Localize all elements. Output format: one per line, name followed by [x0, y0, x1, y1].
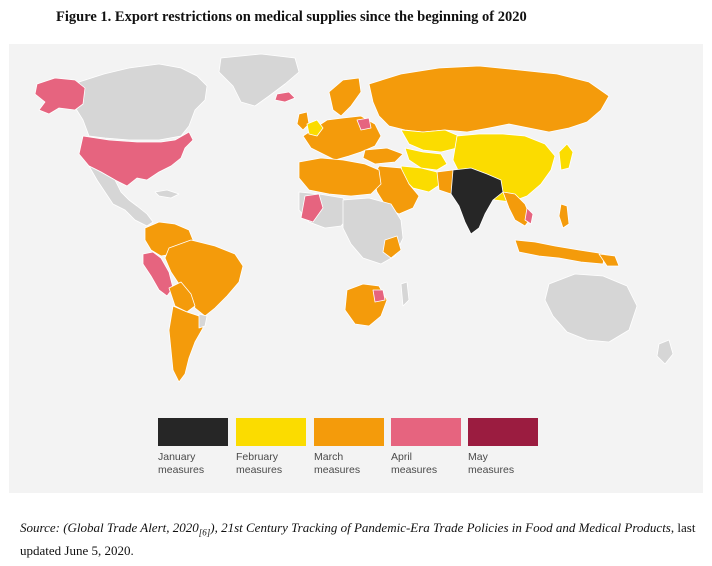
region-japan [558, 143, 574, 171]
region-zimbabwe [372, 289, 386, 303]
source-cite-a: (Global Trade Alert, 2020 [63, 520, 199, 535]
region-png [598, 253, 620, 267]
legend-item-march: March measures [314, 418, 384, 477]
region-kenya [382, 235, 402, 259]
legend-swatch-may [468, 418, 538, 446]
region-mali [300, 193, 324, 223]
region-turkey [362, 147, 404, 165]
legend-label-may: May measures [468, 451, 515, 476]
legend-swatch-april [391, 418, 461, 446]
legend-item-may: May measures [468, 418, 538, 477]
legend-item-january: January measures [158, 418, 228, 477]
legend-label-march: March measures [314, 451, 361, 476]
region-caribbean [154, 189, 180, 199]
region-indonesia [514, 239, 606, 265]
region-greenland [218, 53, 300, 107]
region-scandinavia [328, 77, 362, 117]
figure-title: Figure 1. Export restrictions on medical… [56, 9, 527, 25]
region-vietnam [524, 207, 534, 225]
legend-swatch-february [236, 418, 306, 446]
region-philippines [558, 203, 570, 229]
region-russia [368, 65, 610, 133]
legend-label-january: January measures [158, 451, 205, 476]
legend-swatch-march [314, 418, 384, 446]
region-poland [356, 117, 372, 131]
legend-label-february: February measures [236, 451, 283, 476]
region-bolivia [168, 281, 196, 313]
legend-item-february: February measures [236, 418, 306, 477]
region-central-asia [404, 147, 448, 171]
region-australia [544, 273, 638, 343]
source-cite-b: ), 21st Century Tracking of Pandemic-Era… [210, 520, 671, 535]
region-india [450, 167, 504, 235]
region-uruguay [198, 313, 208, 329]
region-brazil [164, 239, 244, 317]
region-france [306, 119, 324, 137]
region-iceland [274, 91, 296, 103]
region-canada [72, 63, 208, 141]
source-label: Source: [20, 520, 60, 535]
source-tail: , last updated June 5, 2020. [20, 520, 696, 558]
region-madagascar [400, 281, 410, 307]
source-ref: [6] [198, 527, 211, 538]
region-north-africa [298, 157, 382, 197]
region-alaska [34, 77, 86, 115]
legend-label-april: April measures [391, 451, 438, 476]
region-mexico [88, 165, 154, 227]
region-uk [296, 111, 310, 131]
region-argentina-chile [168, 305, 204, 383]
legend-swatch-january [158, 418, 228, 446]
source-note: Source: (Global Trade Alert, 2020[6]), 2… [20, 519, 700, 559]
legend-item-april: April measures [391, 418, 461, 477]
world-map [34, 53, 674, 383]
legend: January measures February measures March… [158, 418, 548, 482]
region-new-zealand [656, 339, 674, 365]
